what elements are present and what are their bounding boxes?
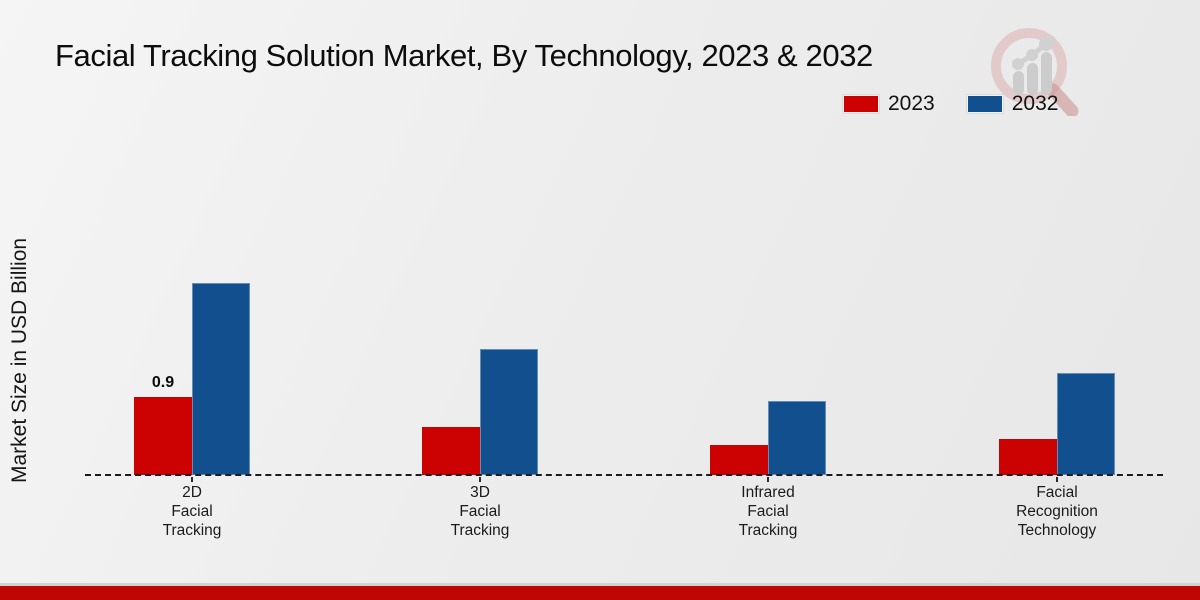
bar-2023-cat0 <box>134 397 192 475</box>
axis-tick <box>191 477 193 482</box>
bar-2023-cat1 <box>422 427 480 475</box>
axis-tick <box>479 477 481 482</box>
legend: 2023 2032 <box>843 92 1058 116</box>
bar-2032-cat0 <box>192 283 250 475</box>
legend-swatch-2023 <box>843 95 879 113</box>
x-axis-baseline <box>85 474 1163 476</box>
footer-divider <box>0 583 1200 586</box>
bar-2032-cat3 <box>1057 373 1115 475</box>
axis-tick <box>1056 477 1058 482</box>
bar-2032-cat1 <box>480 349 538 475</box>
bar-2023-cat2 <box>710 445 768 475</box>
category-label: Infrared Facial Tracking <box>738 484 798 539</box>
axis-tick <box>767 477 769 482</box>
legend-label-2032: 2032 <box>1011 92 1059 115</box>
category-label: Facial Recognition Technology <box>1016 484 1098 539</box>
legend-item-2032: 2032 <box>966 92 1059 116</box>
legend-swatch-2032 <box>966 95 1003 113</box>
legend-label-2023: 2023 <box>888 92 935 115</box>
footer-red-band <box>0 586 1200 600</box>
category-label: 2D Facial Tracking <box>162 484 222 539</box>
category-label: 3D Facial Tracking <box>450 484 510 539</box>
bar-value-label: 0.9 <box>151 374 175 391</box>
bar-2023-cat3 <box>999 439 1057 475</box>
chart-title: Facial Tracking Solution Market, By Tech… <box>55 38 873 73</box>
bar-2032-cat2 <box>768 401 826 475</box>
legend-item-2023: 2023 <box>843 92 935 116</box>
magnifier-chart-logo <box>991 28 1079 116</box>
